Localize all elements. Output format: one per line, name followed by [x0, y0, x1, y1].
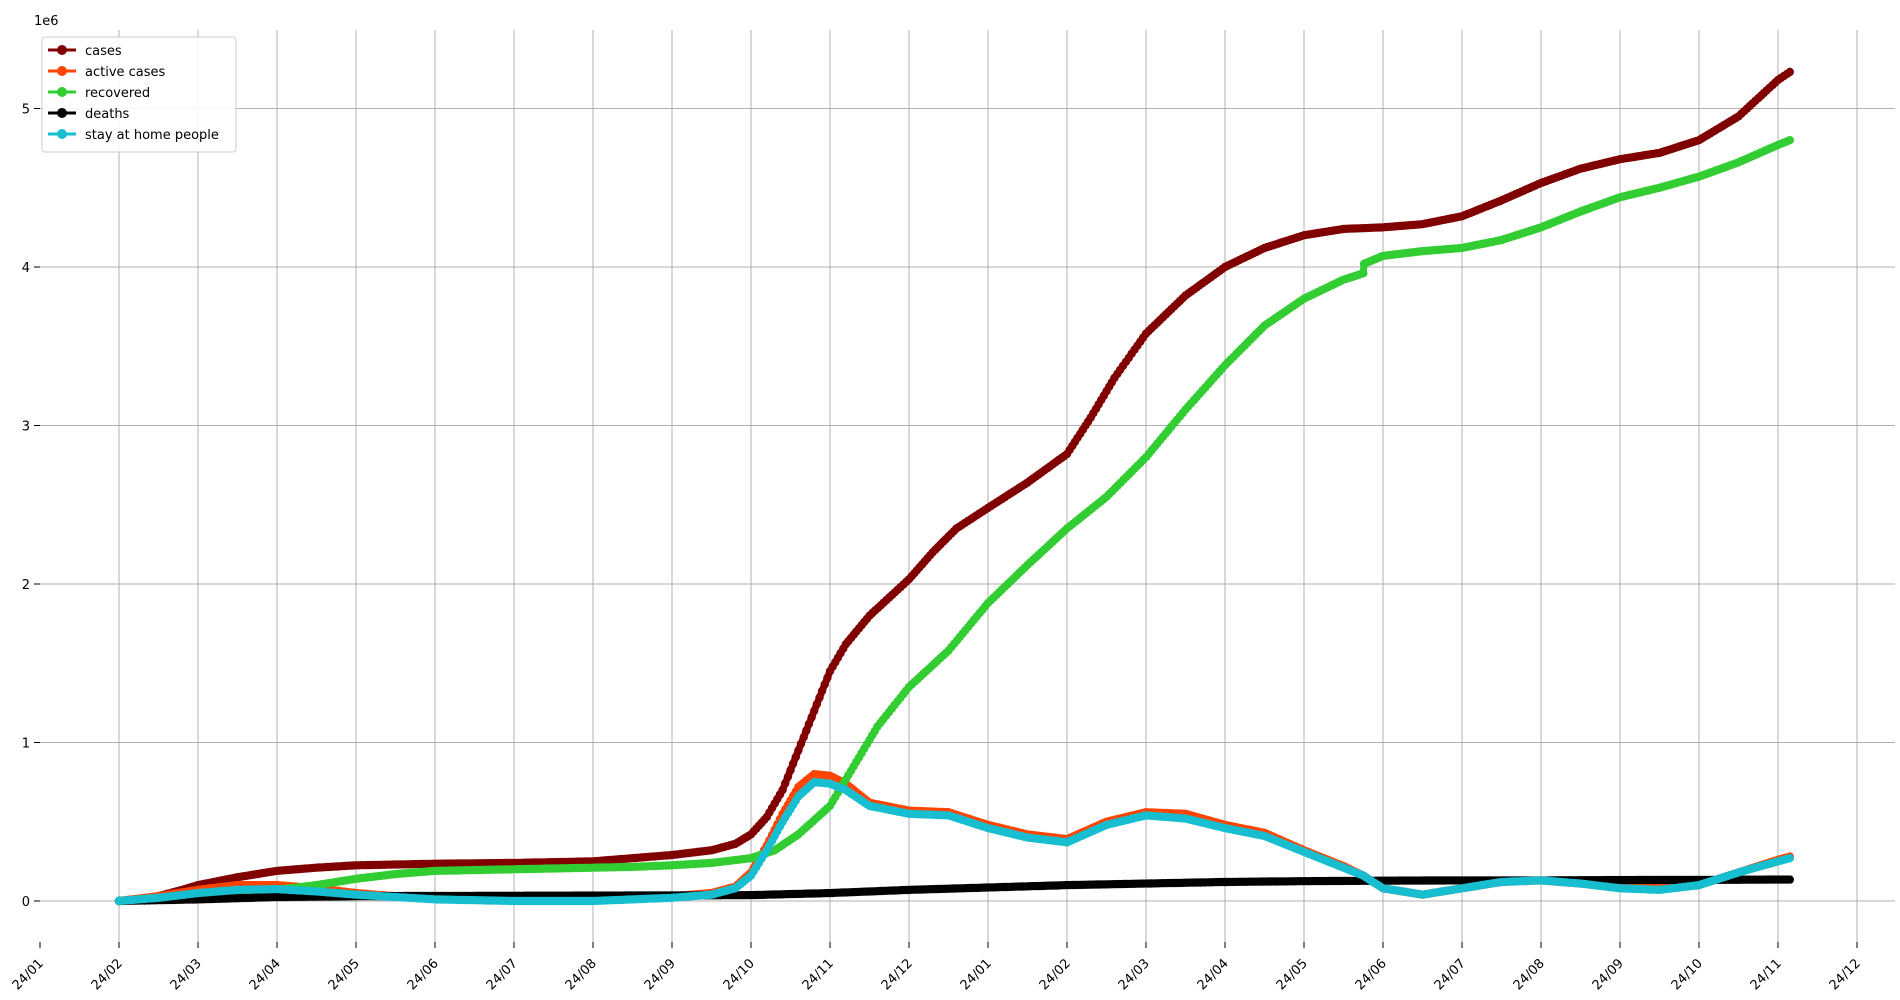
data-point [820, 680, 829, 689]
x-tick-label: 24/07 [484, 956, 521, 993]
legend-item: recovered [48, 86, 150, 101]
x-tick-label: 24/07 [1432, 956, 1469, 993]
legend-item: active cases [48, 65, 166, 80]
data-point [1785, 136, 1795, 145]
legend-swatch-marker [57, 66, 67, 76]
data-point [786, 766, 795, 775]
data-point [781, 779, 790, 788]
series-layer [114, 67, 1795, 906]
data-point [796, 739, 806, 748]
legend: cases active cases recovered deaths stay at … [41, 36, 237, 153]
x-tick-label: 24/05 [1274, 956, 1311, 993]
x-tick-label: 24/09 [642, 956, 679, 993]
y-tick-label: 2 [22, 578, 30, 593]
legend-label: deaths [85, 107, 130, 122]
x-tick-label: 24/08 [563, 956, 600, 993]
series-line [115, 136, 1794, 905]
legend-item: cases [48, 44, 122, 59]
x-tick-label: 24/06 [405, 956, 442, 993]
legend-swatch-marker [57, 129, 67, 139]
data-point [778, 785, 787, 795]
x-tick-label: 24/10 [1669, 956, 1706, 993]
x-tick-label: 24/02 [89, 956, 126, 993]
data-point [817, 686, 827, 696]
data-point [1359, 269, 1368, 278]
data-point [823, 673, 832, 682]
legend-box [41, 36, 237, 153]
data-point [1785, 67, 1795, 77]
x-tick-label: 24/02 [1037, 956, 1074, 993]
data-point [1785, 854, 1795, 863]
data-point [807, 713, 816, 722]
legend-swatch-marker [57, 87, 67, 97]
legend-swatch-marker [57, 45, 67, 55]
x-tick-label: 24/03 [168, 956, 205, 993]
legend-label: cases [85, 44, 122, 59]
legend-label: active cases [85, 65, 166, 80]
data-point [1785, 875, 1795, 884]
x-tick-label: 24/03 [1116, 956, 1153, 993]
series-cases [114, 67, 1795, 906]
grid [40, 30, 1895, 942]
x-tick-label: 24/05 [326, 956, 363, 993]
y-tick-label: 4 [22, 261, 30, 276]
legend-label: stay at home people [85, 128, 219, 143]
x-tick-label: 24/04 [247, 956, 284, 993]
data-point [791, 752, 800, 762]
legend-item: stay at home people [48, 128, 219, 143]
data-point [815, 693, 824, 702]
data-point [799, 733, 808, 742]
x-tick-label: 24/04 [1195, 956, 1232, 993]
series-recovered [114, 136, 1795, 906]
y-tick-label: 1 [22, 737, 30, 752]
x-tick-label: 24/11 [800, 956, 837, 993]
x-tick-label: 24/12 [879, 956, 916, 993]
legend-label: recovered [85, 86, 150, 101]
data-point [794, 746, 803, 755]
legend-item: deaths [48, 107, 130, 122]
series-stay-at-home-people [114, 777, 1795, 906]
data-point [812, 700, 821, 709]
x-tick-label: 24/11 [1748, 956, 1785, 993]
y-tick-label: 5 [22, 103, 30, 118]
data-point [788, 759, 798, 768]
x-tick-label: 24/01 [958, 956, 995, 993]
x-tick-label: 24/09 [1590, 956, 1627, 993]
x-tick-label: 24/08 [1511, 956, 1548, 993]
x-tick-label: 24/01 [10, 956, 47, 993]
y-tick-label: 0 [22, 895, 30, 910]
y-tick-label: 3 [22, 420, 30, 435]
data-point [802, 726, 811, 735]
series-line [115, 68, 1794, 905]
legend-swatch-marker [57, 108, 67, 118]
x-tick-label: 24/06 [1353, 956, 1390, 993]
y-offset-label: 1e6 [34, 14, 59, 29]
data-point [783, 772, 793, 781]
x-tick-label: 24/10 [721, 956, 758, 993]
data-point [804, 719, 814, 729]
data-point [810, 706, 819, 715]
x-tick-label: 24/12 [1827, 956, 1864, 993]
